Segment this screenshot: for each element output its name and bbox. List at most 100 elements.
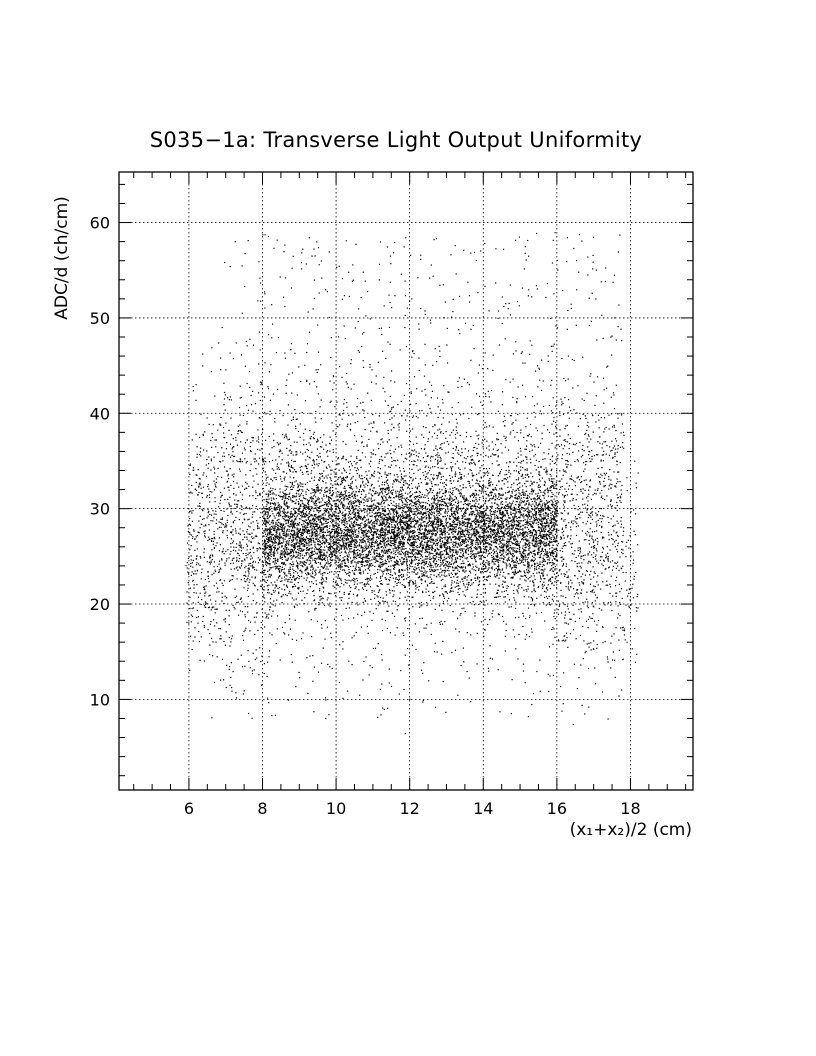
data-point xyxy=(462,569,464,571)
data-point xyxy=(454,530,456,532)
data-point xyxy=(285,553,287,555)
data-point xyxy=(348,510,350,513)
data-point xyxy=(374,550,376,552)
data-point xyxy=(501,519,504,521)
data-point xyxy=(333,530,336,532)
data-point xyxy=(460,566,463,568)
data-point xyxy=(421,540,423,542)
data-point xyxy=(305,562,308,564)
data-point xyxy=(381,493,384,495)
data-point xyxy=(477,539,479,541)
data-point xyxy=(425,489,427,491)
data-point xyxy=(515,516,517,518)
data-point xyxy=(286,529,288,531)
data-point xyxy=(537,518,539,520)
data-point xyxy=(342,538,344,540)
data-point xyxy=(517,543,519,545)
data-point xyxy=(302,543,304,545)
data-point xyxy=(380,561,382,564)
data-point xyxy=(428,513,430,515)
data-point xyxy=(486,527,488,529)
data-point xyxy=(501,514,503,516)
data-point xyxy=(470,507,472,509)
data-point xyxy=(460,476,462,478)
data-point xyxy=(343,540,345,542)
data-point xyxy=(307,552,309,554)
data-point xyxy=(521,520,523,522)
data-point xyxy=(440,503,442,505)
data-point xyxy=(435,563,437,565)
data-point xyxy=(332,523,334,525)
data-point xyxy=(464,522,466,524)
data-point xyxy=(404,561,406,563)
data-point xyxy=(506,541,508,543)
data-point xyxy=(410,522,412,524)
data-point xyxy=(553,486,555,488)
data-point xyxy=(442,560,444,562)
data-point xyxy=(401,538,403,540)
data-point xyxy=(423,474,425,476)
data-point xyxy=(364,530,366,532)
data-point xyxy=(321,527,323,529)
data-point xyxy=(472,521,474,523)
data-point xyxy=(488,539,491,541)
data-point xyxy=(307,473,309,475)
data-point xyxy=(522,545,524,547)
data-point xyxy=(548,507,550,509)
data-point xyxy=(343,498,345,500)
data-point xyxy=(425,536,427,538)
data-point xyxy=(535,511,538,513)
data-point xyxy=(308,456,310,458)
data-point xyxy=(438,559,440,561)
data-point xyxy=(323,546,326,548)
data-point xyxy=(504,530,506,532)
data-point xyxy=(269,564,271,566)
data-point xyxy=(361,510,363,513)
data-point xyxy=(540,518,542,520)
data-point xyxy=(533,508,535,510)
data-point xyxy=(379,542,381,544)
data-point xyxy=(402,574,404,576)
data-point xyxy=(355,501,357,503)
data-point xyxy=(375,507,377,509)
data-point xyxy=(358,500,360,503)
data-point xyxy=(411,558,413,560)
data-point xyxy=(415,573,417,575)
data-point xyxy=(497,527,499,529)
data-point xyxy=(511,561,513,563)
data-point xyxy=(518,516,520,518)
data-point xyxy=(431,533,433,535)
data-point xyxy=(469,546,471,548)
data-point xyxy=(384,538,386,541)
data-point xyxy=(301,532,303,534)
data-point xyxy=(272,552,274,554)
data-point xyxy=(297,565,299,567)
data-point xyxy=(444,546,446,548)
data-point xyxy=(423,513,425,515)
data-point xyxy=(423,532,425,534)
data-point xyxy=(488,523,490,525)
data-point xyxy=(299,466,301,468)
data-point xyxy=(425,518,427,520)
data-point xyxy=(289,555,291,557)
data-point xyxy=(476,454,479,457)
data-point xyxy=(264,518,266,520)
data-point xyxy=(541,550,543,553)
data-point xyxy=(511,484,513,486)
data-point xyxy=(537,508,539,510)
data-point xyxy=(452,487,454,489)
data-point xyxy=(391,612,393,614)
data-point xyxy=(550,538,552,541)
data-point xyxy=(548,524,550,526)
data-point xyxy=(395,564,397,566)
data-point xyxy=(437,484,439,486)
data-point xyxy=(350,513,352,515)
data-point xyxy=(534,569,536,571)
data-point xyxy=(437,526,439,528)
data-point xyxy=(362,527,364,529)
data-point xyxy=(491,559,493,561)
data-point xyxy=(286,502,288,504)
data-point xyxy=(467,564,469,566)
data-point xyxy=(286,549,288,551)
data-point xyxy=(441,443,443,445)
